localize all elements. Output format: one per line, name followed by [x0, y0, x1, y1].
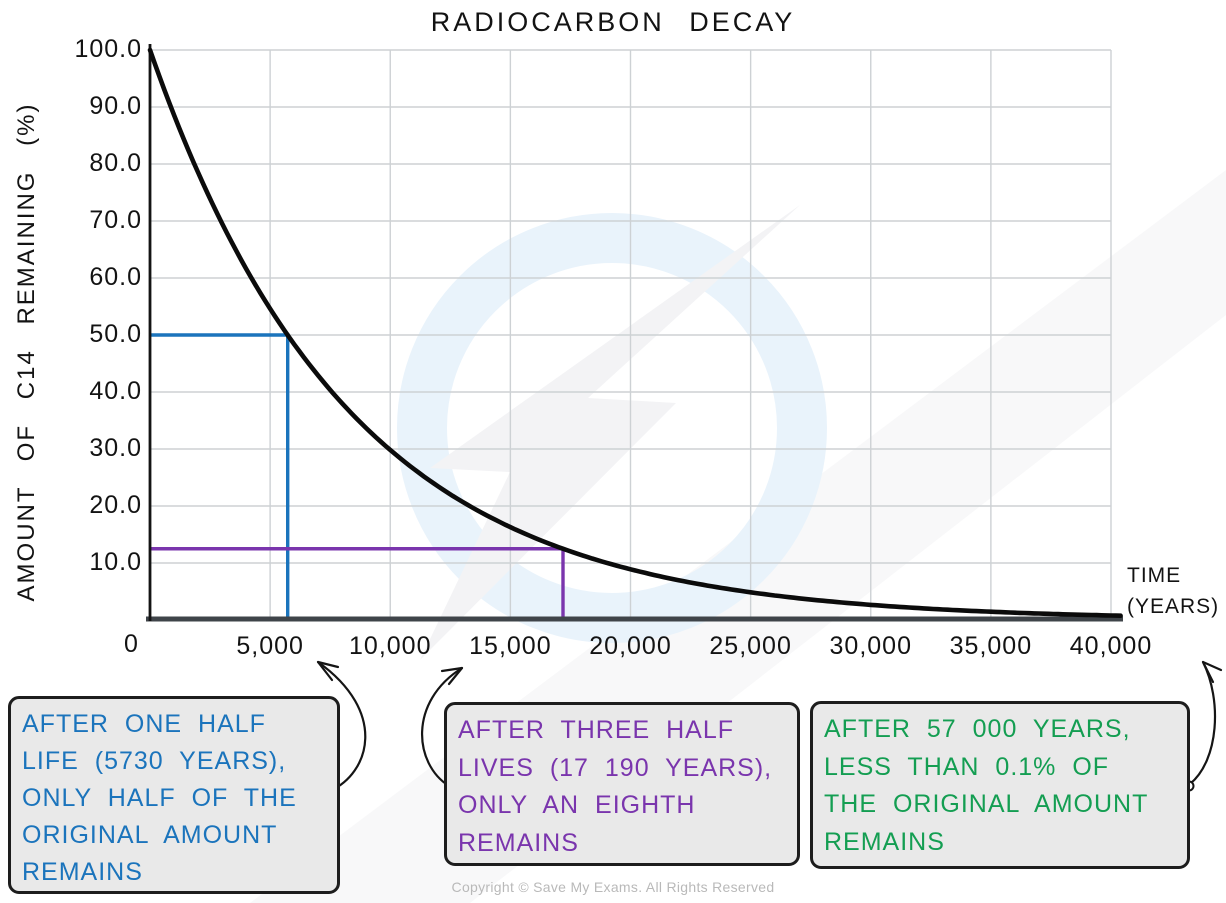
y-tick-label: 40.0	[89, 377, 142, 405]
callout-57000-years: AFTER 57 000 YEARS, LESS THAN 0.1% OF TH…	[810, 701, 1190, 869]
callout-arrowhead-icon	[316, 660, 340, 669]
callout-line: REMAINS	[22, 858, 143, 886]
watermark-lightning-icon	[420, 205, 800, 660]
callout-arrowhead-icon	[440, 666, 464, 673]
callout-line: ORIGINAL AMOUNT	[22, 821, 278, 849]
x-tick-label: 5,000	[236, 632, 304, 660]
callout-line: LESS THAN 0.1% OF	[824, 752, 1110, 781]
callout-line: REMAINS	[824, 827, 945, 856]
callout-line: ONLY HALF OF THE	[22, 784, 297, 812]
x-tick-label: 15,000	[469, 632, 552, 660]
callout-line: AFTER THREE HALF	[458, 716, 735, 744]
callout-arrow	[317, 661, 367, 793]
copyright-text: Copyright © Save My Exams. All Rights Re…	[451, 879, 775, 895]
y-tick-label: 100.0	[74, 35, 142, 63]
y-tick-label: 90.0	[89, 92, 142, 120]
x-axis-title: TIME (YEARS)	[1127, 560, 1219, 622]
y-tick-label: 30.0	[89, 434, 142, 462]
y-tick-label: 10.0	[89, 548, 142, 576]
half-life-marker-line	[150, 333, 290, 620]
callout-line: ONLY AN EIGHTH	[458, 791, 696, 819]
callout-line: LIVES (17 190 YEARS),	[458, 753, 773, 782]
y-axis-line	[148, 44, 152, 621]
decay-curve	[147, 47, 1123, 618]
callout-arrow	[1189, 661, 1217, 785]
x-axis-line	[146, 616, 1123, 622]
y-tick-label: 80.0	[89, 149, 142, 177]
x-tick-label: 10,000	[349, 632, 432, 660]
callout-line: REMAINS	[458, 828, 579, 857]
y-tick-label: 50.0	[89, 320, 142, 348]
y-tick-label: 20.0	[89, 491, 142, 519]
callout-line: AFTER ONE HALF	[22, 710, 266, 738]
callout-one-half-life: AFTER ONE HALF LIFE (5730 YEARS), ONLY H…	[8, 696, 340, 894]
x-tick-label: 40,000	[1069, 632, 1153, 660]
x-tick-label: 35,000	[949, 632, 1033, 660]
x-tick-label: 30,000	[829, 632, 912, 660]
callout-line: THE ORIGINAL AMOUNT	[824, 790, 1149, 818]
callout-arrowhead-icon	[1201, 660, 1223, 672]
x-axis-title-line1: TIME	[1127, 564, 1182, 587]
x-tick-label: 25,000	[709, 632, 792, 660]
callout-line: LIFE (5730 YEARS),	[22, 747, 287, 775]
callout-arrow	[421, 667, 463, 787]
x-axis-title-line2: (YEARS)	[1127, 595, 1220, 618]
callout-arrowhead-icon	[1201, 660, 1215, 684]
y-tick-label: 60.0	[89, 263, 142, 291]
origin-tick-label: 0	[124, 630, 138, 658]
callout-arrowhead-icon	[447, 666, 464, 686]
callout-arrowhead-icon	[316, 660, 334, 682]
x-tick-label: 20,000	[589, 632, 672, 660]
y-tick-label: 70.0	[89, 206, 142, 234]
callout-three-half-lives: AFTER THREE HALF LIVES (17 190 YEARS), O…	[444, 702, 800, 866]
callout-line: AFTER 57 000 YEARS,	[824, 715, 1131, 743]
chart-title: RADIOCARBON DECAY	[430, 7, 796, 37]
